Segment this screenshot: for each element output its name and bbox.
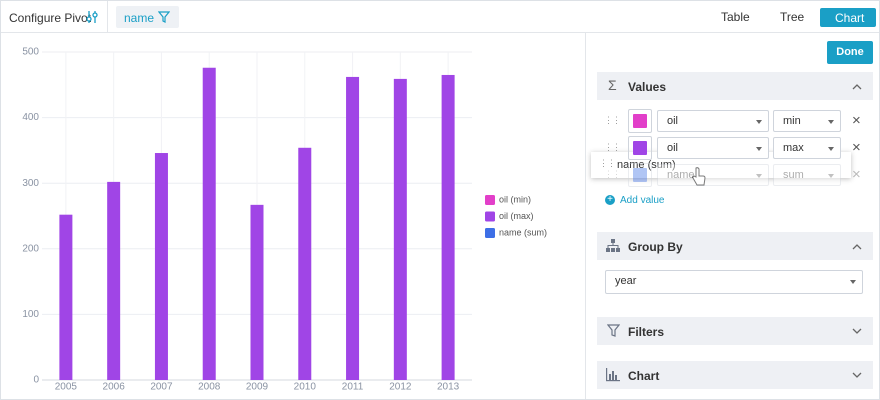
field-select[interactable]: name xyxy=(657,164,769,186)
op-select[interactable]: sum xyxy=(773,164,841,186)
done-button[interactable]: Done xyxy=(827,41,873,64)
view-chart-button[interactable] xyxy=(820,8,876,27)
legend-label: oil (max) xyxy=(499,211,534,221)
color-picker[interactable] xyxy=(628,136,652,160)
bar xyxy=(441,74,455,381)
view-chart[interactable]: Chart xyxy=(835,11,865,25)
legend-label: name (sum) xyxy=(499,227,547,237)
bar xyxy=(393,78,407,380)
chart-icon xyxy=(606,368,620,382)
chip-label[interactable]: name xyxy=(124,11,155,25)
row-handle[interactable]: ⋮⋮ xyxy=(604,115,621,125)
color-swatch xyxy=(633,114,647,128)
bar xyxy=(107,181,121,380)
x-tick-label: 2012 xyxy=(389,382,412,393)
x-tick-label: 2006 xyxy=(103,382,126,393)
op: sum xyxy=(783,169,804,181)
toolbar xyxy=(1,1,879,33)
values-title: Values xyxy=(628,80,667,94)
x-tick-label: 2013 xyxy=(437,382,460,393)
configure-title[interactable]: Configure Pivot xyxy=(9,11,92,25)
field-select[interactable]: oil xyxy=(657,137,769,159)
y-tick-label: 300 xyxy=(22,178,39,189)
legend-swatch xyxy=(485,211,495,222)
group-field: year xyxy=(615,275,637,287)
x-tick-label: 2010 xyxy=(294,382,317,393)
color-swatch xyxy=(633,141,647,155)
y-tick-label: 0 xyxy=(33,375,39,386)
group-icon xyxy=(606,239,620,252)
x-tick-label: 2008 xyxy=(198,382,221,393)
drag-handle: ⋮⋮ xyxy=(599,158,616,168)
row-handle[interactable]: ⋮⋮ xyxy=(604,142,621,152)
color-swatch xyxy=(633,168,647,182)
op-select[interactable]: max xyxy=(773,137,841,159)
legend-swatch xyxy=(485,195,495,205)
view-table[interactable]: Table xyxy=(721,10,750,24)
filters-header[interactable]: Filters xyxy=(597,317,873,345)
x-tick-label: 2011 xyxy=(342,382,364,393)
chart: 0 100 200 300 400 500 2005 2006 2007 2008 2009 2010… xyxy=(22,47,547,393)
y-tick-label: 400 xyxy=(22,112,39,123)
view-tree[interactable]: Tree xyxy=(780,10,805,24)
y-tick-label: 500 xyxy=(22,47,39,58)
color-picker[interactable] xyxy=(628,163,652,187)
filters-icon xyxy=(607,324,620,337)
panel-border xyxy=(585,33,586,399)
x-tick-label: 2007 xyxy=(150,382,173,393)
remove-button[interactable]: × xyxy=(852,112,861,129)
y-tick-label: 200 xyxy=(22,243,39,254)
group-title: Group By xyxy=(628,240,683,254)
chart-title: Chart xyxy=(628,369,660,383)
sigma-icon: Σ xyxy=(608,77,617,93)
add-icon[interactable]: + xyxy=(605,195,615,205)
drag-label: name (sum) xyxy=(617,159,676,171)
field: name xyxy=(667,169,695,181)
legend-swatch xyxy=(485,228,495,238)
bar xyxy=(154,153,168,380)
bar xyxy=(250,204,264,380)
row-handle[interactable]: ⋮⋮ xyxy=(604,169,621,179)
values-header[interactable]: Values xyxy=(597,72,873,100)
op: max xyxy=(783,142,804,154)
bar xyxy=(202,67,216,380)
legend-label: oil (min) xyxy=(499,194,531,204)
chart-header[interactable]: Chart xyxy=(597,361,873,389)
filter-icon[interactable] xyxy=(158,11,170,23)
bar xyxy=(346,76,360,380)
op: min xyxy=(783,115,801,127)
group-select[interactable]: year xyxy=(605,270,863,294)
color-picker[interactable] xyxy=(628,109,652,133)
y-tick-label: 100 xyxy=(22,309,39,320)
x-tick-label: 2009 xyxy=(246,382,269,393)
remove-button[interactable]: × xyxy=(852,139,861,156)
cursor xyxy=(692,167,706,186)
group-header[interactable]: Group By xyxy=(597,232,873,260)
remove-button[interactable]: × xyxy=(852,166,861,183)
bar xyxy=(59,214,73,380)
separator xyxy=(107,1,108,32)
field-select[interactable]: oil xyxy=(657,110,769,132)
add-value[interactable]: Add value xyxy=(620,195,665,206)
filters-title: Filters xyxy=(628,325,665,339)
op-select[interactable]: min xyxy=(773,110,841,132)
bar xyxy=(298,147,312,380)
field: oil xyxy=(667,115,679,127)
x-tick-label: 2005 xyxy=(55,382,78,393)
field: oil xyxy=(667,142,679,154)
settings-icon[interactable] xyxy=(85,10,99,24)
